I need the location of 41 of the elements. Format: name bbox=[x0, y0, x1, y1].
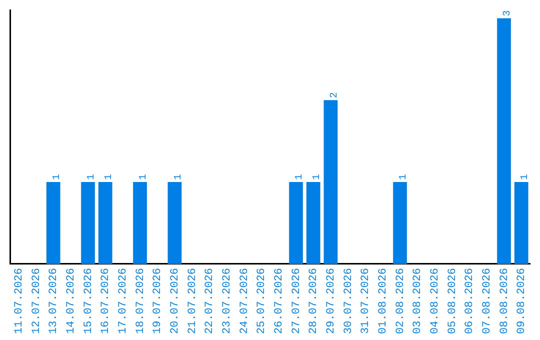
x-tick-label: 15.07.2026 bbox=[82, 268, 95, 334]
x-tick-label: 09.08.2026 bbox=[516, 268, 528, 334]
x-tick-label: 01.08.2026 bbox=[378, 268, 390, 334]
x-tick-label: 20.07.2026 bbox=[170, 268, 182, 334]
x-tick-label: 30.07.2026 bbox=[342, 268, 355, 334]
data-label: 1 bbox=[86, 174, 98, 180]
x-tick-label: 27.07.2026 bbox=[290, 268, 303, 334]
x-tick-label: 04.08.2026 bbox=[430, 268, 442, 334]
x-tick-label: 05.08.2026 bbox=[446, 268, 459, 334]
x-tick-label: 13.07.2026 bbox=[48, 268, 60, 334]
x-tick-label: 22.07.2026 bbox=[204, 268, 216, 334]
x-tick-label: 06.08.2026 bbox=[464, 268, 476, 334]
x-tick-label: 18.07.2026 bbox=[134, 268, 147, 334]
x-tick-label: 25.07.2026 bbox=[256, 268, 268, 334]
x-tick-label: 31.07.2026 bbox=[360, 268, 372, 334]
x-tick-label: 28.07.2026 bbox=[308, 268, 320, 334]
data-label: 1 bbox=[294, 174, 306, 180]
x-tick-label: 03.08.2026 bbox=[412, 268, 424, 334]
x-tick-label: 24.07.2026 bbox=[238, 268, 251, 334]
x-tick-label: 26.07.2026 bbox=[274, 268, 286, 334]
x-tick-label: 08.08.2026 bbox=[498, 268, 511, 334]
data-label: 2 bbox=[329, 92, 340, 98]
data-label: 1 bbox=[312, 174, 323, 180]
x-tick-label: 21.07.2026 bbox=[186, 268, 199, 334]
x-tick-label: 16.07.2026 bbox=[100, 268, 112, 334]
data-label: 1 bbox=[138, 174, 150, 180]
x-tick-label: 14.07.2026 bbox=[66, 268, 78, 334]
data-label: 1 bbox=[398, 174, 410, 180]
x-tick-label: 29.07.2026 bbox=[326, 268, 338, 334]
data-label: 1 bbox=[173, 174, 184, 180]
data-label: 1 bbox=[104, 174, 115, 180]
x-tick-label: 17.07.2026 bbox=[118, 268, 130, 334]
data-label: 1 bbox=[520, 174, 531, 180]
data-label: 3 bbox=[502, 10, 514, 16]
x-tick-label: 12.07.2026 bbox=[30, 268, 43, 334]
x-tick-label: 23.07.2026 bbox=[222, 268, 234, 334]
x-tick-label: 11.07.2026 bbox=[14, 268, 26, 334]
x-tick-label: 19.07.2026 bbox=[152, 268, 164, 334]
x-tick-label: 02.08.2026 bbox=[394, 268, 407, 334]
data-label: 1 bbox=[52, 174, 63, 180]
x-tick-label: 07.08.2026 bbox=[482, 268, 494, 334]
